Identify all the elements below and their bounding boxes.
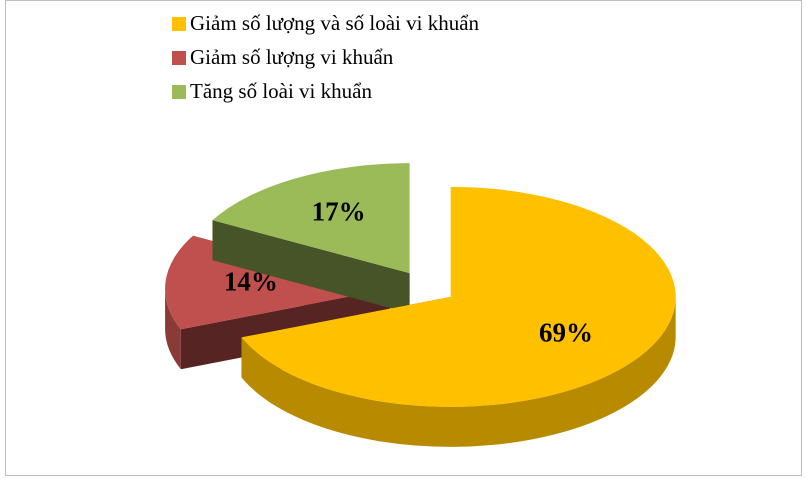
slice-wall bbox=[165, 288, 181, 370]
slice bbox=[212, 163, 410, 314]
data-label: 17% bbox=[312, 197, 366, 227]
legend-label: Tăng số loài vi khuẩn bbox=[190, 79, 372, 103]
legend-label: Giảm số lượng và số loài vi khuẩn bbox=[190, 11, 480, 35]
legend-swatch bbox=[172, 85, 186, 99]
slice-top bbox=[212, 163, 410, 274]
legend-swatch bbox=[172, 51, 186, 65]
legend-label: Giảm số lượng vi khuẩn bbox=[190, 45, 394, 69]
slice-top bbox=[241, 186, 676, 407]
slice-wall bbox=[241, 296, 676, 447]
slice-side-face bbox=[212, 220, 410, 314]
slice bbox=[241, 186, 676, 447]
legend-swatch bbox=[172, 17, 186, 31]
data-label: 69% bbox=[539, 317, 593, 347]
